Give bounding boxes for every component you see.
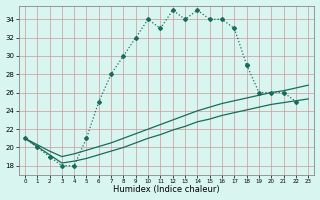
- X-axis label: Humidex (Indice chaleur): Humidex (Indice chaleur): [113, 185, 220, 194]
